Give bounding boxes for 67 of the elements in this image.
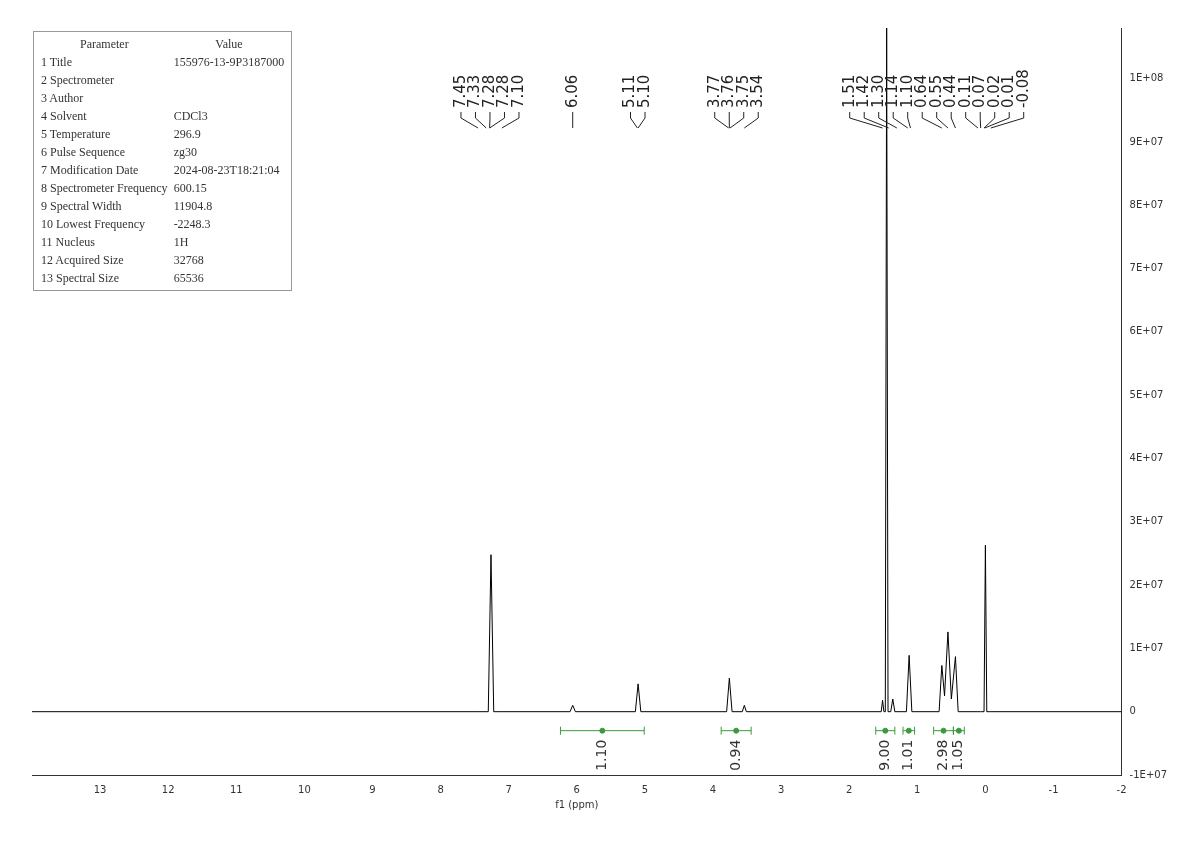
annotation: 3.54: [748, 74, 767, 108]
x-tick-label: 3: [777, 783, 785, 795]
text: 296.9: [173, 126, 201, 141]
category-label: 7 Modification Date: [41, 162, 139, 177]
annotation: 6.06: [562, 74, 581, 108]
y-tick-label: 8E+07: [1129, 198, 1164, 210]
x-tick-label: 0: [982, 783, 989, 795]
x-tick-label: 1: [914, 783, 921, 795]
x-tick-label: 13: [93, 783, 107, 795]
text: 155976-13-9P3187000: [173, 54, 285, 69]
text: zg30: [173, 144, 197, 159]
category-label: 10 Lowest Frequency: [41, 216, 145, 231]
x-tick-label: 11: [229, 783, 243, 795]
text: 1H: [173, 234, 189, 249]
x-tick-label: 2: [846, 783, 853, 795]
category-label: 2 Spectrometer: [41, 72, 114, 87]
y-tick-label: 1E+08: [1129, 72, 1164, 84]
annotation: 7.10: [508, 74, 527, 108]
y-tick-label: -1E+07: [1129, 768, 1168, 780]
category-label: 3 Author: [41, 90, 84, 105]
x-tick-label: -2: [1116, 783, 1127, 795]
category-label: 4 Solvent: [41, 108, 87, 123]
x-tick-label: 8: [437, 783, 444, 795]
x-axis-title: f1 (ppm): [555, 798, 599, 810]
x-tick-label: 6: [573, 783, 580, 795]
x-tick-label: 9: [369, 783, 376, 795]
y-tick-label: 5E+07: [1129, 388, 1164, 400]
x-tick-label: 10: [298, 783, 311, 795]
category-label: Parameter: [79, 35, 130, 53]
annotation: -0.08: [1013, 69, 1032, 108]
x-tick-label: 4: [709, 783, 717, 795]
category-label: Value: [214, 35, 244, 53]
y-tick-label: 9E+07: [1129, 135, 1164, 147]
category-label: 1 Title: [41, 54, 73, 69]
text: 600.15: [173, 180, 207, 195]
annotation: 1.05: [949, 739, 966, 771]
text: CDCl3: [173, 108, 208, 123]
annotation: 1.30: [868, 74, 887, 108]
x-tick-label: 5: [641, 783, 649, 795]
text: 32768: [173, 252, 204, 267]
text: 65536: [173, 270, 204, 285]
y-tick-label: 0: [1129, 705, 1136, 717]
category-label: 9 Spectral Width: [41, 198, 122, 213]
annotation: 5.10: [634, 74, 653, 108]
text: -2248.3: [173, 216, 211, 231]
y-tick-label: 3E+07: [1129, 515, 1164, 527]
category-label: 11 Nucleus: [41, 234, 95, 249]
category-label: 13 Spectral Size: [41, 270, 119, 285]
annotation: 9.00: [875, 739, 892, 771]
x-tick-label: 12: [161, 783, 175, 795]
y-tick-label: 2E+07: [1129, 578, 1164, 590]
annotation: 2.98: [934, 739, 951, 771]
y-tick-label: 7E+07: [1129, 262, 1164, 274]
annotation: 0.94: [726, 739, 743, 771]
category-label: 6 Pulse Sequence: [41, 144, 125, 159]
text: 2024-08-23T18:21:04: [173, 162, 280, 177]
y-tick-label: 1E+07: [1129, 641, 1164, 653]
text: 11904.8: [173, 198, 213, 213]
x-tick-label: 7: [505, 783, 512, 795]
category-label: 8 Spectrometer Frequency: [41, 180, 168, 195]
x-tick-label: -1: [1048, 783, 1059, 795]
annotation: 1.10: [592, 739, 609, 771]
category-label: 12 Acquired Size: [41, 252, 124, 267]
y-tick-label: 6E+07: [1129, 325, 1164, 337]
y-tick-label: 4E+07: [1129, 452, 1164, 464]
category-label: 5 Temperature: [41, 126, 111, 141]
annotation: 1.01: [899, 739, 916, 771]
